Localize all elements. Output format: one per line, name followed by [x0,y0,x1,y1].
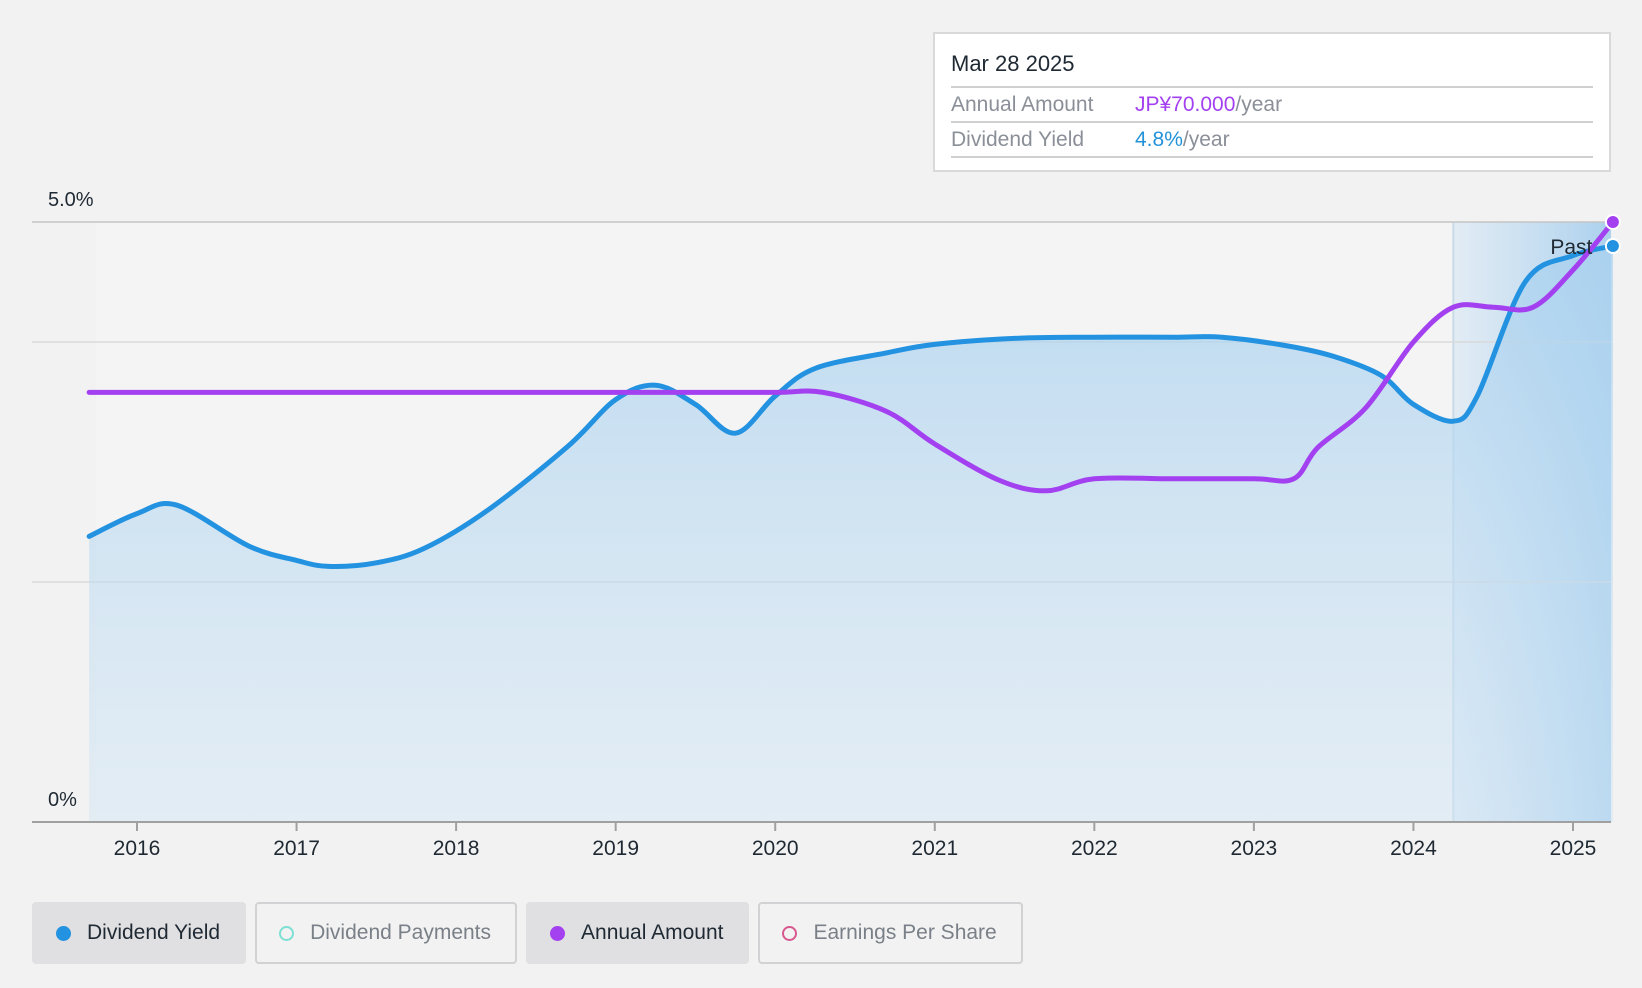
legend-dot-icon [279,925,295,941]
legend-dot-icon [782,925,798,941]
chart-areas [89,246,1613,822]
legend-dot-icon [56,925,71,941]
x-tick-label: 2021 [911,837,958,860]
annual-amount-end-marker [1604,214,1621,230]
x-tick-label: 2024 [1390,837,1437,860]
legend-annual-amount-button[interactable]: Annual Amount [526,902,750,964]
tooltip-date: Mar 28 2025 [951,34,1593,88]
x-tick-label: 2023 [1231,837,1278,860]
x-tick-label: 2018 [433,837,480,860]
dividend-yield-area [89,246,1613,822]
past-label: Past [1550,236,1592,259]
legend: Dividend Yield Dividend Payments Annual … [32,902,1023,964]
tooltip: Mar 28 2025 Annual Amount JP¥70.000 /yea… [933,32,1611,172]
dividend-chart: 2016 2017 2018 2019 2020 2021 2022 2023 2024 2025… [32,189,1621,860]
y-axis: 5.0% 0% [48,189,94,811]
tooltip-value: 4.8% [1135,128,1183,151]
legend-earnings-per-share-button[interactable]: Earnings Per Share [758,902,1023,964]
tooltip-value: JP¥70.000 [1135,93,1236,116]
x-tick-label: 2017 [273,837,320,860]
legend-label: Earnings Per Share [813,921,997,944]
legend-dot-icon [550,925,566,941]
x-tick-label: 2016 [114,837,161,860]
tooltip-label: Annual Amount [951,93,1094,116]
tooltip-label: Dividend Yield [951,128,1085,151]
chart-markers: Past [1550,214,1621,259]
x-axis: 2016 2017 2018 2019 2020 2021 2022 2023 2024 2025 [32,821,1611,860]
legend-dividend-payments-button[interactable]: Dividend Payments [255,902,518,964]
dividend-yield-end-marker [1604,238,1621,254]
chart-lines [86,219,1616,569]
y-tick-label: 0% [48,789,77,811]
x-tick-label: 2020 [752,837,799,860]
x-tick-label: 2019 [592,837,639,860]
tooltip-row-dividend-yield: Dividend Yield 4.8% /year [951,123,1593,158]
legend-label: Dividend Yield [87,921,221,944]
tooltip-row-annual-amount: Annual Amount JP¥70.000 /year [951,88,1593,123]
legend-dividend-yield-button[interactable]: Dividend Yield [32,902,247,964]
tooltip-unit: /year [1182,128,1230,151]
dividend-yield-line [86,243,1616,569]
x-tick-label: 2022 [1071,837,1118,860]
y-tick-label: 5.0% [48,189,94,211]
x-tick-label: 2025 [1550,837,1597,860]
tooltip-unit: /year [1235,93,1283,116]
legend-label: Dividend Payments [310,921,492,944]
annual-amount-line [86,219,1616,494]
legend-label: Annual Amount [581,921,724,944]
